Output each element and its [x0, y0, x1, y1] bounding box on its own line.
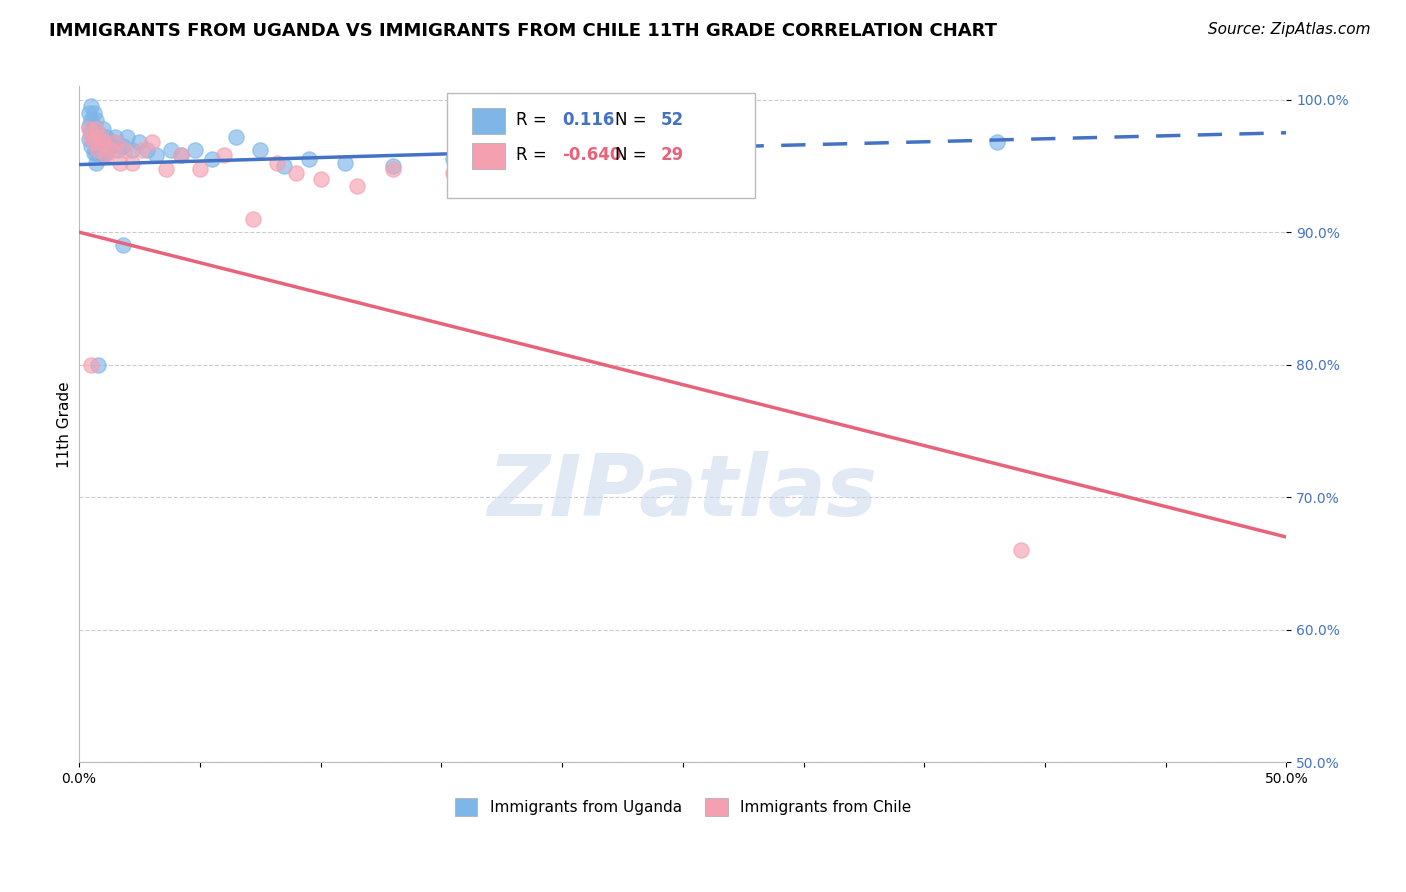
Point: [100, 139, 122, 153]
Point: [121, 143, 143, 157]
Point: [128, 135, 150, 149]
Text: N =: N =: [616, 112, 652, 129]
Point: [83, 135, 105, 149]
FancyBboxPatch shape: [471, 143, 505, 169]
Point: [80, 139, 103, 153]
Point: [441, 165, 464, 179]
Point: [111, 238, 134, 252]
Point: [87, 358, 110, 372]
Point: [90, 145, 112, 160]
Text: 52: 52: [661, 112, 685, 129]
FancyBboxPatch shape: [447, 93, 755, 198]
Point: [683, 148, 706, 162]
Point: [94, 145, 117, 160]
Point: [101, 135, 124, 149]
Point: [84, 156, 107, 170]
Text: -0.640: -0.640: [562, 146, 621, 164]
Point: [266, 156, 288, 170]
Point: [117, 129, 139, 144]
Point: [1010, 543, 1032, 558]
Point: [108, 156, 131, 170]
Point: [84, 126, 107, 140]
Point: [135, 143, 157, 157]
Point: [97, 135, 120, 149]
Point: [83, 132, 105, 146]
FancyBboxPatch shape: [471, 108, 505, 134]
Text: 29: 29: [661, 146, 685, 164]
Point: [100, 143, 122, 157]
Point: [212, 148, 235, 162]
Point: [91, 148, 114, 162]
Point: [346, 178, 368, 193]
Point: [225, 129, 247, 144]
Point: [111, 139, 134, 153]
Point: [285, 165, 308, 179]
Point: [77, 119, 100, 133]
Point: [87, 143, 110, 157]
Point: [80, 358, 103, 372]
Point: [77, 132, 100, 146]
Point: [155, 161, 177, 176]
Text: ZIPatlas: ZIPatlas: [488, 450, 877, 533]
Text: R =: R =: [516, 112, 553, 129]
Point: [107, 143, 129, 157]
Point: [986, 135, 1008, 149]
Point: [83, 106, 105, 120]
Point: [575, 143, 598, 157]
Legend: Immigrants from Uganda, Immigrants from Chile: Immigrants from Uganda, Immigrants from …: [449, 791, 917, 822]
Point: [169, 148, 191, 162]
Point: [84, 145, 107, 160]
Point: [83, 119, 105, 133]
Point: [145, 148, 167, 162]
Point: [104, 129, 127, 144]
Point: [91, 135, 114, 149]
Point: [84, 121, 107, 136]
Point: [91, 135, 114, 149]
Point: [91, 121, 114, 136]
Point: [273, 159, 295, 173]
Point: [333, 156, 356, 170]
Point: [87, 143, 110, 157]
Point: [309, 172, 332, 186]
Point: [94, 148, 117, 162]
Point: [114, 143, 136, 157]
Point: [84, 112, 107, 127]
Point: [141, 135, 163, 149]
Point: [80, 112, 103, 127]
Y-axis label: 11th Grade: 11th Grade: [58, 381, 72, 467]
Point: [184, 143, 207, 157]
Point: [201, 153, 224, 167]
Point: [249, 143, 271, 157]
Point: [382, 159, 405, 173]
Point: [441, 153, 464, 167]
Point: [80, 99, 103, 113]
Point: [515, 172, 537, 186]
Point: [80, 126, 103, 140]
Point: [77, 121, 100, 136]
Point: [90, 129, 112, 144]
Point: [83, 145, 105, 160]
Point: [382, 161, 405, 176]
Point: [242, 211, 264, 226]
Point: [90, 129, 112, 144]
Point: [160, 143, 183, 157]
Point: [297, 153, 319, 167]
Text: R =: R =: [516, 146, 553, 164]
Point: [77, 106, 100, 120]
Point: [84, 135, 107, 149]
Text: Source: ZipAtlas.com: Source: ZipAtlas.com: [1208, 22, 1371, 37]
Text: 0.116: 0.116: [562, 112, 614, 129]
Point: [169, 148, 191, 162]
Point: [131, 143, 153, 157]
Point: [80, 129, 103, 144]
Point: [104, 135, 127, 149]
Text: IMMIGRANTS FROM UGANDA VS IMMIGRANTS FROM CHILE 11TH GRADE CORRELATION CHART: IMMIGRANTS FROM UGANDA VS IMMIGRANTS FRO…: [49, 22, 997, 40]
Point: [188, 161, 211, 176]
Point: [94, 129, 117, 144]
Point: [121, 156, 143, 170]
Text: N =: N =: [616, 146, 652, 164]
Point: [87, 126, 110, 140]
